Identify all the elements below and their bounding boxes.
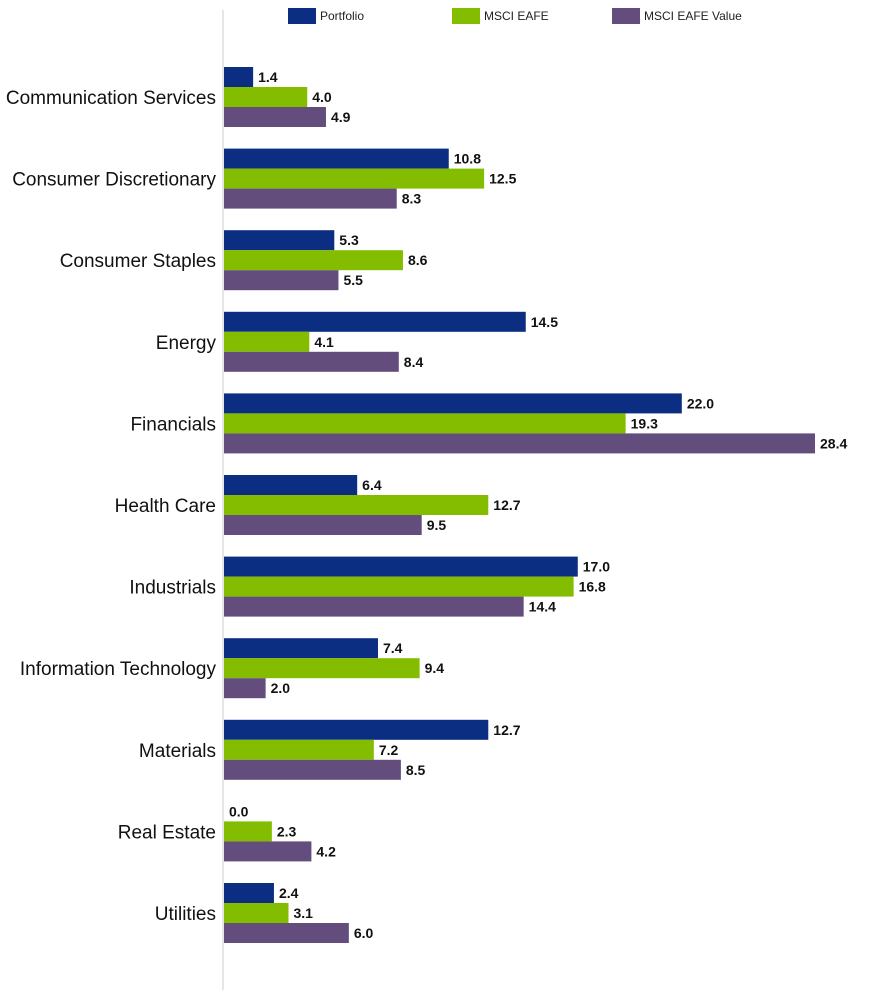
value-label-msci-eafe-value-health-care: 9.5: [427, 517, 447, 533]
bars-layer: [224, 67, 815, 943]
value-label-msci-eafe-real-estate: 2.3: [277, 823, 297, 839]
bar-msci-eafe-value-utilities: [224, 923, 349, 943]
bar-msci-eafe-value-health-care: [224, 515, 422, 535]
value-label-msci-eafe-value-real-estate: 4.2: [316, 843, 336, 859]
bar-msci-eafe-information-technology: [224, 658, 420, 679]
value-label-portfolio-energy: 14.5: [531, 314, 558, 330]
bar-portfolio-consumer-discretionary: [224, 148, 449, 169]
bar-msci-eafe-financials: [224, 413, 626, 434]
bar-msci-eafe-consumer-discretionary: [224, 168, 485, 189]
bar-portfolio-industrials: [224, 556, 578, 577]
legend-swatch-msci-eafe-value: [612, 8, 640, 24]
bar-msci-eafe-materials: [224, 739, 374, 760]
bar-portfolio-communication-services: [224, 67, 254, 87]
category-label-communication-services: Communication Services: [6, 88, 216, 109]
category-label-utilities: Utilities: [155, 904, 216, 925]
bar-msci-eafe-consumer-staples: [224, 250, 403, 271]
value-label-portfolio-communication-services: 1.4: [258, 69, 278, 85]
value-label-msci-eafe-value-information-technology: 2.0: [271, 680, 291, 696]
bar-msci-eafe-value-information-technology: [224, 678, 266, 699]
bar-portfolio-health-care: [224, 475, 358, 495]
bar-msci-eafe-value-communication-services: [224, 107, 326, 127]
value-label-portfolio-materials: 12.7: [493, 722, 520, 738]
value-label-msci-eafe-industrials: 16.8: [579, 579, 606, 595]
value-label-msci-eafe-value-utilities: 6.0: [354, 925, 374, 941]
value-label-portfolio-consumer-staples: 5.3: [339, 232, 359, 248]
value-label-msci-eafe-communication-services: 4.0: [312, 89, 332, 105]
category-label-financials: Financials: [130, 414, 216, 435]
bar-portfolio-financials: [224, 393, 682, 414]
bar-portfolio-energy: [224, 311, 526, 332]
category-label-health-care: Health Care: [115, 496, 216, 517]
legend-label-msci-eafe: MSCI EAFE: [484, 9, 549, 23]
bar-portfolio-information-technology: [224, 638, 378, 659]
value-label-msci-eafe-value-consumer-discretionary: 8.3: [402, 191, 422, 207]
bar-msci-eafe-value-consumer-discretionary: [224, 188, 397, 209]
value-label-portfolio-financials: 22.0: [687, 395, 714, 411]
value-label-msci-eafe-health-care: 12.7: [493, 497, 520, 513]
value-label-msci-eafe-value-communication-services: 4.9: [331, 109, 351, 125]
value-label-msci-eafe-value-consumer-staples: 5.5: [343, 272, 363, 288]
legend: Portfolio MSCI EAFE MSCI EAFE Value: [288, 8, 742, 24]
legend-label-msci-eafe-value: MSCI EAFE Value: [644, 9, 742, 23]
bar-msci-eafe-communication-services: [224, 87, 308, 107]
bar-msci-eafe-utilities: [224, 903, 289, 923]
bar-msci-eafe-value-energy: [224, 351, 399, 372]
legend-label-portfolio: Portfolio: [320, 9, 364, 23]
value-label-msci-eafe-information-technology: 9.4: [425, 660, 445, 676]
value-label-msci-eafe-energy: 4.1: [314, 334, 334, 350]
value-label-portfolio-information-technology: 7.4: [383, 640, 403, 656]
bar-msci-eafe-value-financials: [224, 433, 815, 454]
labels-layer: 1.4 4.0 4.9 Communication Services 10.8 12.5 8…: [6, 69, 848, 941]
value-label-portfolio-industrials: 17.0: [583, 559, 610, 575]
bar-portfolio-utilities: [224, 883, 274, 903]
value-label-portfolio-real-estate: 0.0: [229, 803, 249, 819]
bar-portfolio-materials: [224, 719, 489, 740]
bar-msci-eafe-energy: [224, 331, 310, 352]
bar-msci-eafe-health-care: [224, 495, 489, 515]
legend-swatch-msci-eafe: [452, 8, 480, 24]
category-label-real-estate: Real Estate: [118, 822, 216, 843]
value-label-msci-eafe-value-financials: 28.4: [820, 435, 847, 451]
value-label-msci-eafe-value-energy: 8.4: [404, 354, 424, 370]
value-label-msci-eafe-value-industrials: 14.4: [529, 599, 556, 615]
category-label-consumer-discretionary: Consumer Discretionary: [12, 170, 216, 191]
category-label-materials: Materials: [139, 741, 216, 762]
category-label-consumer-staples: Consumer Staples: [60, 251, 216, 272]
category-label-industrials: Industrials: [129, 578, 216, 599]
bar-msci-eafe-value-real-estate: [224, 841, 312, 862]
value-label-msci-eafe-materials: 7.2: [379, 742, 399, 758]
category-label-information-technology: Information Technology: [20, 659, 217, 680]
bar-msci-eafe-industrials: [224, 576, 574, 597]
value-label-msci-eafe-financials: 19.3: [631, 415, 658, 431]
value-label-msci-eafe-value-materials: 8.5: [406, 762, 426, 778]
legend-swatch-portfolio: [288, 8, 316, 24]
value-label-portfolio-consumer-discretionary: 10.8: [454, 151, 481, 167]
bar-msci-eafe-value-materials: [224, 759, 401, 780]
value-label-msci-eafe-consumer-staples: 8.6: [408, 252, 428, 268]
value-label-portfolio-health-care: 6.4: [362, 477, 382, 493]
bar-msci-eafe-value-consumer-staples: [224, 270, 339, 291]
value-label-msci-eafe-consumer-discretionary: 12.5: [489, 171, 516, 187]
value-label-portfolio-utilities: 2.4: [279, 885, 299, 901]
bar-msci-eafe-value-industrials: [224, 596, 524, 617]
value-label-msci-eafe-utilities: 3.1: [294, 905, 314, 921]
bar-portfolio-consumer-staples: [224, 230, 335, 251]
category-label-energy: Energy: [156, 333, 217, 354]
bar-msci-eafe-real-estate: [224, 821, 272, 842]
